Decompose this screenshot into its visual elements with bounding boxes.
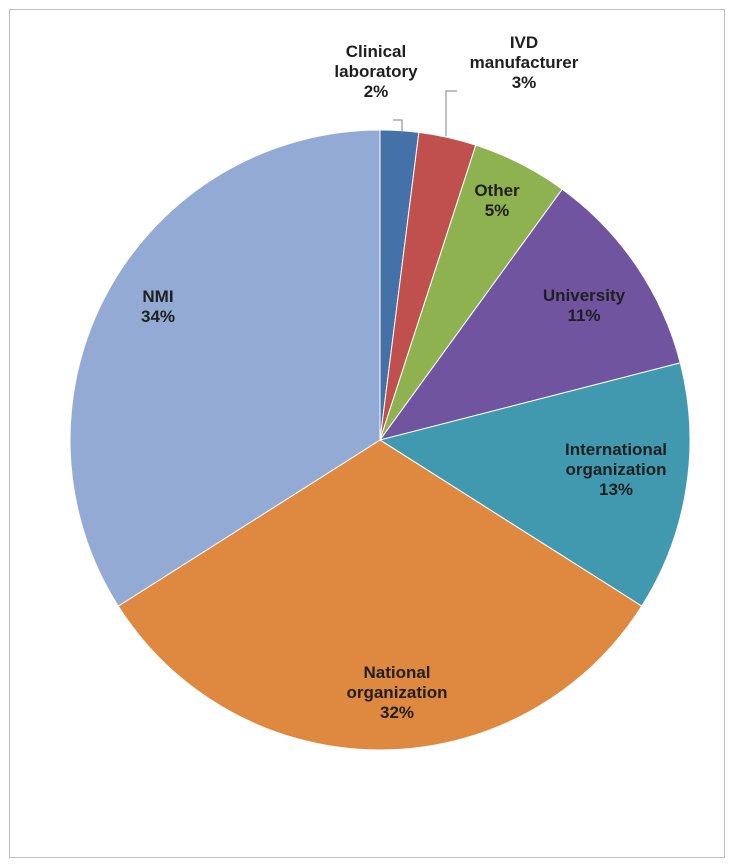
- slice-label-line: Clinical: [346, 42, 406, 61]
- pie-slice-international-organization: [378, 362, 691, 607]
- slice-label-line: NMI: [142, 287, 173, 306]
- leader-line-clinical-laboratory: [393, 119, 403, 134]
- slice-label-line: 13%: [599, 480, 633, 499]
- slice-label-line: 3%: [512, 73, 537, 92]
- slice-label-line: 11%: [567, 306, 600, 325]
- slice-label-line: 2%: [364, 82, 389, 101]
- slice-label-line: organization: [565, 460, 666, 479]
- slice-label-line: International: [565, 440, 667, 459]
- slice-label-line: organization: [346, 683, 447, 702]
- slice-label-international-organization: International organization 13%: [565, 440, 667, 499]
- slice-label-line: 32%: [380, 703, 414, 722]
- leader-line-ivd-manufacturer: [445, 90, 457, 136]
- slice-label-line: 5%: [485, 201, 510, 220]
- slice-label-clinical-laboratory: Clinical laboratory 2%: [334, 42, 418, 101]
- slice-label-line: National: [363, 663, 430, 682]
- pie-slice-nmi: [69, 129, 381, 607]
- slice-label-line: laboratory: [334, 62, 418, 81]
- slice-label-line: University: [543, 286, 626, 305]
- slice-label-other: Other 5%: [474, 181, 520, 220]
- slice-label-line: IVD: [510, 33, 538, 52]
- slice-label-line: manufacturer: [470, 53, 579, 72]
- slice-label-university: University 11%: [543, 286, 626, 325]
- slice-label-line: 34%: [141, 307, 175, 326]
- slice-label-ivd-manufacturer: IVD manufacturer 3%: [470, 33, 579, 92]
- pie-slice-national-organization: [117, 439, 643, 751]
- slice-label-national-organization: National organization 32%: [346, 663, 447, 722]
- slice-label-line: Other: [474, 181, 520, 200]
- pie-slice-university: [378, 188, 681, 441]
- slice-label-nmi: NMI 34%: [141, 287, 175, 326]
